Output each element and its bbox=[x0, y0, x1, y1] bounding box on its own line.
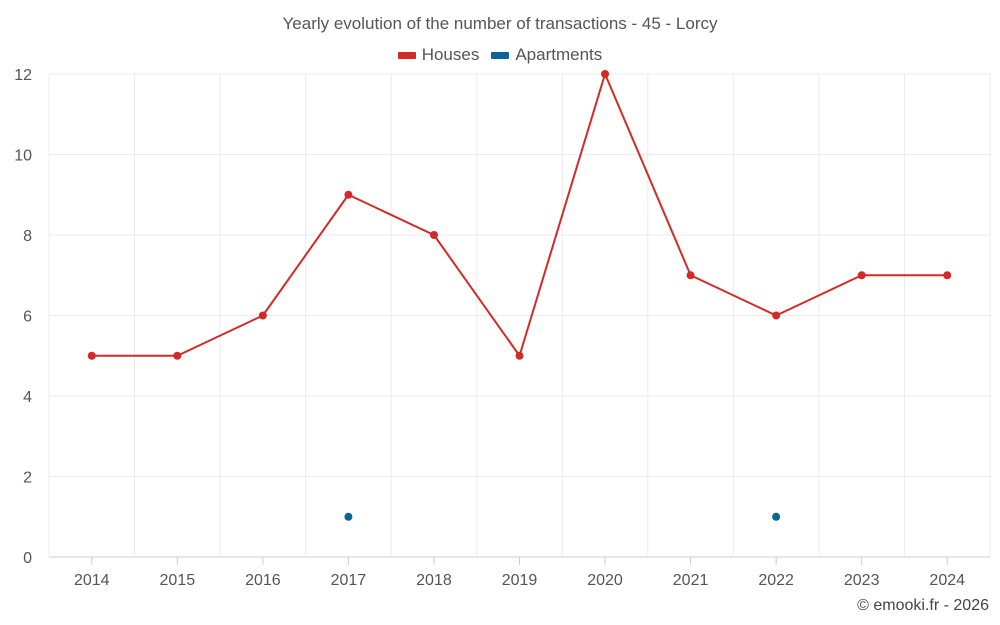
y-tick-label: 2 bbox=[23, 470, 32, 487]
chart-title: Yearly evolution of the number of transa… bbox=[282, 14, 718, 33]
legend-swatch-houses bbox=[397, 51, 416, 59]
data-point-apartments[interactable] bbox=[772, 512, 781, 521]
legend-item-houses[interactable]: Houses bbox=[397, 45, 480, 65]
x-tick-label: 2014 bbox=[74, 572, 110, 589]
data-point-houses[interactable] bbox=[87, 351, 96, 360]
data-point-houses[interactable] bbox=[344, 190, 353, 199]
data-point-houses[interactable] bbox=[943, 271, 952, 280]
y-tick-label: 4 bbox=[23, 389, 32, 406]
x-tick-label: 2020 bbox=[587, 572, 623, 589]
data-point-houses[interactable] bbox=[857, 271, 866, 280]
y-tick-label: 6 bbox=[23, 309, 32, 326]
series bbox=[87, 70, 952, 521]
legend: Houses Apartments bbox=[0, 45, 1000, 65]
data-point-houses[interactable] bbox=[686, 271, 695, 280]
y-tick-label: 10 bbox=[14, 148, 32, 165]
y-tick-label: 0 bbox=[23, 550, 32, 567]
legend-label-houses: Houses bbox=[421, 45, 480, 64]
x-tick-label: 2024 bbox=[929, 572, 965, 589]
grid bbox=[48, 73, 991, 558]
x-tick-label: 2023 bbox=[844, 572, 880, 589]
x-tick-label: 2017 bbox=[331, 572, 367, 589]
axes: 0 2 4 6 8 10 12 2014 2015 2016 2017 2018 2019 2020 202… bbox=[14, 67, 965, 589]
y-tick-label: 8 bbox=[23, 228, 32, 245]
data-point-apartments[interactable] bbox=[344, 512, 353, 521]
data-point-houses[interactable] bbox=[515, 351, 524, 360]
credit-text: © emooki.fr - 2026 bbox=[857, 597, 989, 614]
x-tick-label: 2022 bbox=[758, 572, 794, 589]
legend-item-apartments[interactable]: Apartments bbox=[491, 45, 602, 65]
x-tick-label: 2016 bbox=[245, 572, 281, 589]
data-point-houses[interactable] bbox=[258, 311, 267, 320]
data-point-houses[interactable] bbox=[601, 70, 610, 78]
x-tick-label: 2021 bbox=[673, 572, 709, 589]
x-tick-label: 2019 bbox=[502, 572, 538, 589]
data-point-houses[interactable] bbox=[429, 231, 438, 239]
legend-label-apartments: Apartments bbox=[515, 45, 603, 64]
x-tick-label: 2018 bbox=[416, 572, 452, 589]
legend-swatch-apartments bbox=[491, 51, 510, 59]
x-tick-label: 2015 bbox=[160, 572, 196, 589]
data-point-houses[interactable] bbox=[772, 311, 781, 320]
y-tick-label: 12 bbox=[14, 67, 32, 84]
data-point-houses[interactable] bbox=[173, 351, 182, 360]
